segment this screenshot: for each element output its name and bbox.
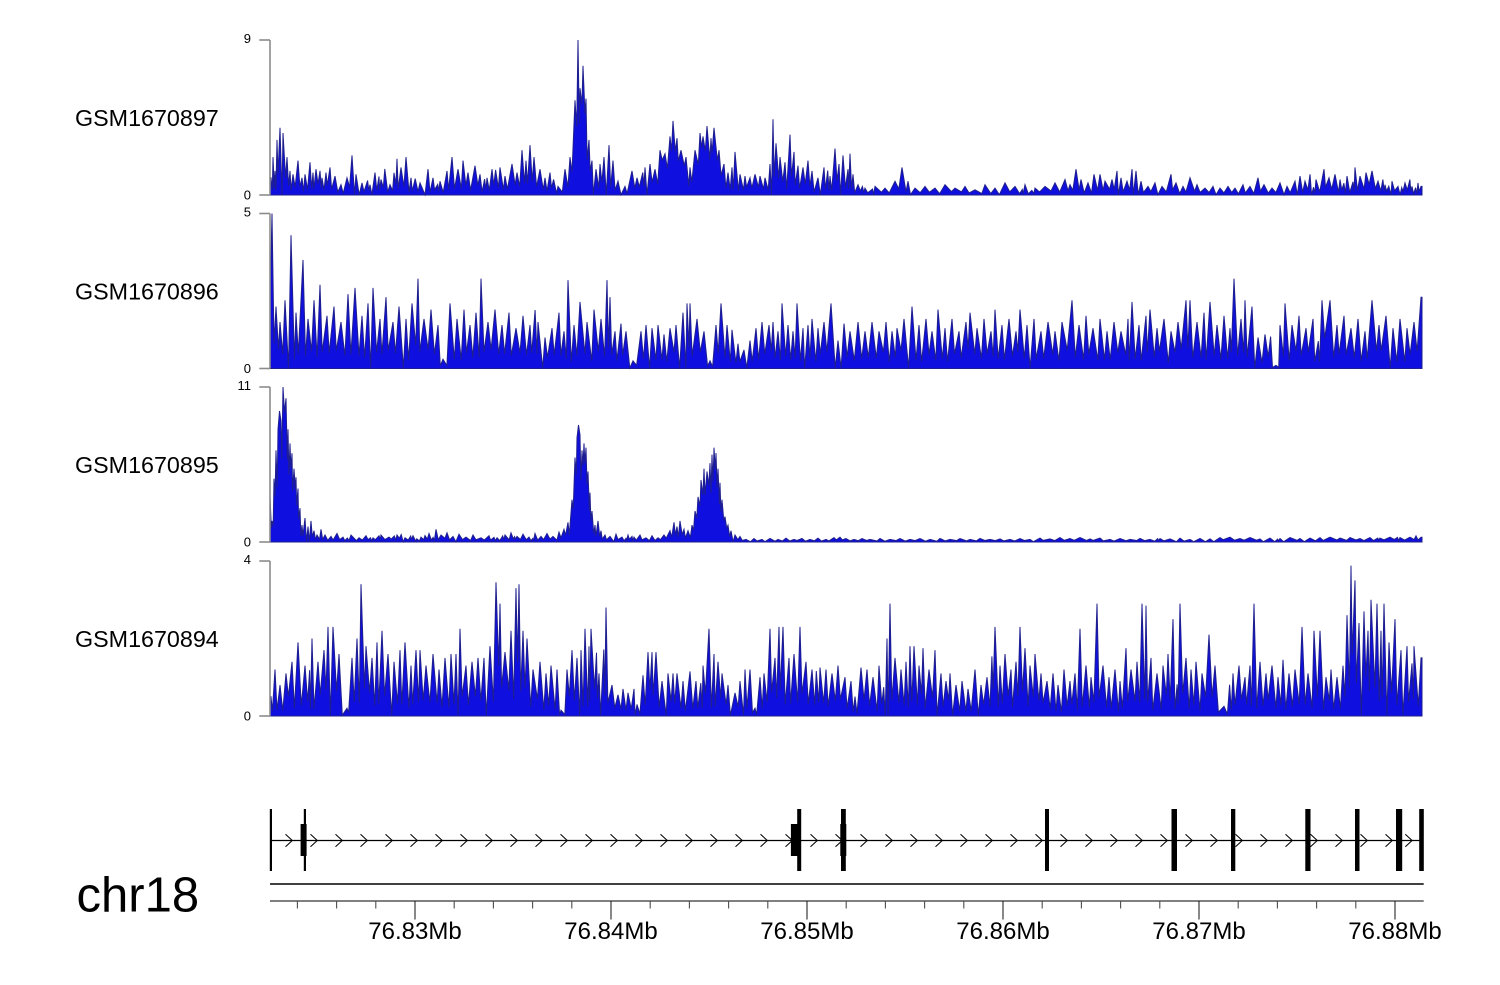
svg-text:76.85Mb: 76.85Mb — [760, 918, 853, 945]
svg-text:GSM1670894: GSM1670894 — [75, 626, 219, 652]
svg-text:GSM1670896: GSM1670896 — [75, 279, 219, 305]
svg-text:0: 0 — [244, 361, 251, 376]
svg-text:76.88Mb: 76.88Mb — [1348, 918, 1441, 945]
svg-text:0: 0 — [244, 709, 251, 724]
svg-text:76.86Mb: 76.86Mb — [956, 918, 1049, 945]
svg-text:11: 11 — [238, 378, 252, 393]
svg-text:76.84Mb: 76.84Mb — [564, 918, 657, 945]
svg-text:0: 0 — [244, 188, 251, 203]
svg-text:76.83Mb: 76.83Mb — [368, 918, 461, 945]
svg-text:chr18: chr18 — [77, 869, 200, 923]
svg-text:GSM1670897: GSM1670897 — [75, 105, 219, 131]
svg-text:GSM1670895: GSM1670895 — [75, 452, 219, 478]
svg-text:4: 4 — [244, 552, 251, 567]
svg-text:5: 5 — [244, 204, 251, 219]
svg-text:0: 0 — [244, 535, 251, 550]
svg-text:76.87Mb: 76.87Mb — [1152, 918, 1245, 945]
svg-text:9: 9 — [244, 31, 251, 46]
